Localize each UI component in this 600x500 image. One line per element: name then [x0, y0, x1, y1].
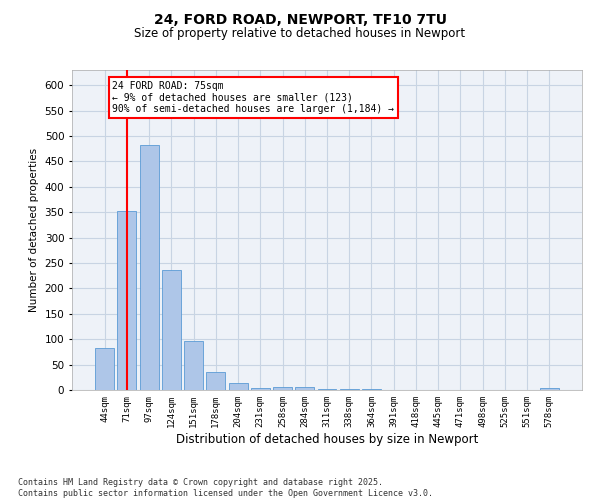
Bar	[162, 270, 181, 390]
Text: 24, FORD ROAD, NEWPORT, TF10 7TU: 24, FORD ROAD, NEWPORT, TF10 7TU	[154, 12, 446, 26]
Bar	[184, 341, 203, 390]
Y-axis label: Number of detached properties: Number of detached properties	[29, 148, 39, 312]
X-axis label: Distribution of detached houses by size in Newport: Distribution of detached houses by size …	[176, 432, 478, 446]
Bar	[273, 387, 292, 390]
Bar	[540, 388, 559, 390]
Bar	[251, 388, 270, 390]
Text: 24 FORD ROAD: 75sqm
← 9% of detached houses are smaller (123)
90% of semi-detach: 24 FORD ROAD: 75sqm ← 9% of detached hou…	[112, 81, 394, 114]
Text: Size of property relative to detached houses in Newport: Size of property relative to detached ho…	[134, 28, 466, 40]
Text: Contains HM Land Registry data © Crown copyright and database right 2025.
Contai: Contains HM Land Registry data © Crown c…	[18, 478, 433, 498]
Bar	[140, 144, 158, 390]
Bar	[295, 387, 314, 390]
Bar	[317, 389, 337, 390]
Bar	[95, 348, 114, 390]
Bar	[118, 211, 136, 390]
Bar	[229, 383, 248, 390]
Bar	[206, 372, 225, 390]
